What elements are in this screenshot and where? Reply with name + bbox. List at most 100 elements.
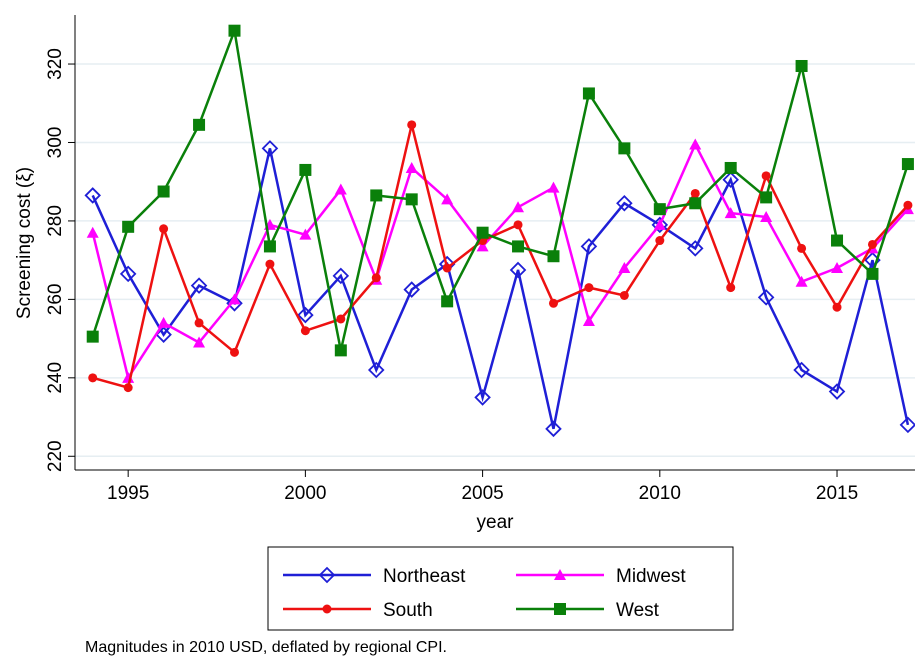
marker [619,290,629,300]
y-tick-label: 240 [45,362,66,394]
marker [901,158,914,171]
marker [228,24,241,37]
y-tick-label: 320 [45,48,66,80]
legend-label: South [383,600,433,621]
marker [797,243,807,253]
marker [84,187,101,204]
marker [157,316,170,328]
x-tick-label: 2000 [284,483,326,504]
marker [618,261,631,273]
marker [899,416,915,434]
marker [866,267,879,280]
marker [689,197,702,210]
marker [441,295,454,308]
marker [760,211,773,223]
marker [655,236,665,246]
marker [190,277,208,294]
y-tick-label: 260 [45,284,66,316]
marker [265,259,275,269]
marker [336,314,346,324]
marker [513,220,523,230]
marker [193,118,206,131]
marker [903,200,913,210]
marker [722,171,739,189]
legend-label: Midwest [616,566,686,587]
marker [332,267,350,285]
marker [261,140,279,157]
marker [509,261,527,279]
marker [226,295,243,312]
y-tick-label: 300 [45,127,66,159]
marker [159,224,169,234]
marker [407,120,417,130]
note: Magnitudes in 2010 USD, deflated by regi… [85,639,447,656]
marker [686,240,704,257]
marker [760,191,773,204]
marker [263,240,276,253]
marker [86,226,99,238]
x-tick-label: 2015 [816,483,858,504]
marker [548,298,558,308]
marker [580,238,598,255]
marker [119,265,137,283]
marker [584,283,594,293]
marker [122,371,135,383]
y-tick-label: 280 [45,205,66,237]
marker [653,203,666,216]
marker [371,273,381,283]
marker [761,171,771,181]
marker [582,314,595,326]
marker [795,275,808,287]
marker [828,383,846,400]
marker [616,195,633,212]
marker [123,383,133,393]
y-axis-label: Screening cost (ξ) [14,167,35,319]
marker [545,420,562,438]
series-line [91,141,909,381]
marker [795,59,808,72]
legend-marker [318,566,336,584]
marker [405,161,418,173]
legend-marker [554,569,566,580]
marker [724,161,737,174]
marker [653,218,666,230]
marker [300,326,310,336]
marker [229,347,239,357]
marker [831,261,844,273]
marker [88,373,98,383]
marker [476,226,489,239]
marker [512,201,525,213]
marker [403,281,420,298]
marker [367,361,385,379]
marker [299,228,312,240]
marker [582,87,595,100]
marker [831,234,844,247]
marker [618,142,631,155]
marker [689,138,702,150]
legend-box [267,546,734,631]
marker [334,183,347,195]
legend-label: West [616,600,660,621]
marker [370,189,383,202]
marker [194,318,204,328]
series-line [91,25,910,351]
marker [724,207,737,219]
series-line [92,124,909,390]
marker [297,306,314,324]
marker [334,344,347,357]
marker [442,263,452,273]
marker [441,193,454,205]
marker [832,302,842,312]
x-tick-label: 2010 [639,483,681,504]
marker [86,330,99,343]
x-axis-label: year [477,512,515,533]
marker [651,216,669,234]
marker [405,193,418,206]
marker [867,239,877,249]
marker [193,336,206,348]
series-line [91,148,910,430]
marker [122,220,135,233]
marker [793,361,810,379]
